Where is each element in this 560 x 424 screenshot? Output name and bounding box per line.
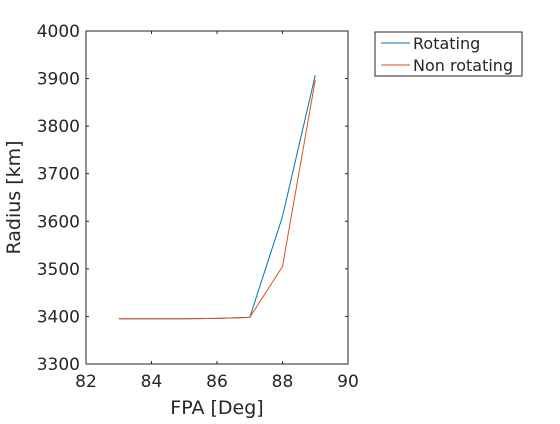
plot-area-background (86, 31, 348, 364)
y-tick-label: 3800 (37, 117, 80, 137)
tick-labels: 82 84 86 88 90 3300 3400 3500 3600 3700 3800 3900 40… (37, 22, 359, 392)
x-tick-label: 84 (141, 372, 163, 392)
x-axis-label: FPA [Deg] (170, 397, 263, 419)
y-tick-label: 3700 (37, 165, 80, 185)
legend-box (374, 31, 523, 77)
y-tick-label: 4000 (37, 22, 80, 42)
legend-label-rotating: Rotating (413, 34, 480, 53)
y-tick-label: 3400 (37, 307, 80, 327)
plot-area-frame (85, 30, 349, 365)
x-tick-label: 86 (206, 372, 228, 392)
y-tick-label: 3900 (37, 70, 80, 90)
legend-label-non-rotating: Non rotating (413, 56, 513, 75)
series-line-non-rotating (118, 79, 316, 320)
x-tick-label: 88 (272, 372, 294, 392)
legend: Rotating Non rotating (374, 31, 523, 77)
y-tick-label: 3600 (37, 212, 80, 232)
series-lines (118, 75, 316, 320)
y-tick-label: 3500 (37, 260, 80, 280)
x-tick-label: 90 (337, 372, 359, 392)
x-tick-label: 82 (75, 372, 97, 392)
y-axis-label: Radius [km] (3, 140, 25, 254)
y-tick-label: 3300 (37, 355, 80, 375)
